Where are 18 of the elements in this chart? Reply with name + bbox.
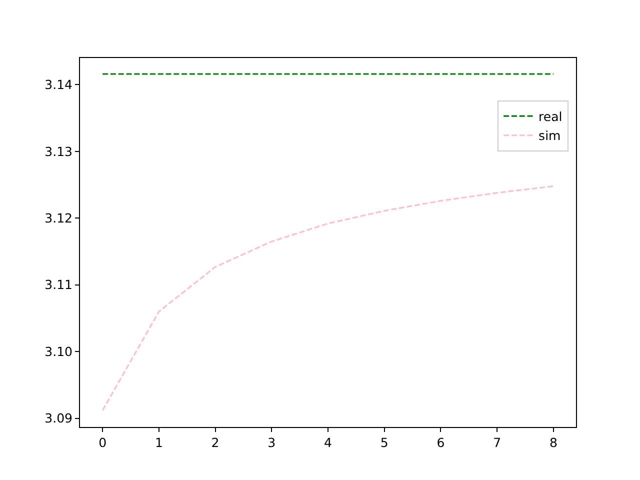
legend-label: sim [538, 128, 561, 144]
legend-label: real [538, 108, 562, 124]
x-tick-label: 1 [154, 435, 163, 450]
x-tick-label: 8 [549, 435, 558, 450]
y-tick-label: 3.12 [44, 210, 72, 226]
x-tick-label: 6 [436, 435, 445, 450]
y-tick-label: 3.09 [44, 410, 73, 426]
y-tick-label: 3.14 [44, 77, 73, 92]
y-tick-label: 3.13 [44, 144, 72, 159]
x-tick-label: 2 [211, 435, 220, 450]
x-tick-label: 3 [268, 435, 276, 450]
line-series [102, 185, 554, 412]
y-tick-label: 3.11 [44, 277, 72, 292]
x-tick-label: 0 [98, 435, 107, 450]
x-tick-label: 7 [493, 435, 502, 450]
y-tick-label: 3.10 [44, 344, 73, 359]
x-tick-label: 5 [380, 435, 388, 450]
x-tick-label: 4 [324, 435, 332, 450]
